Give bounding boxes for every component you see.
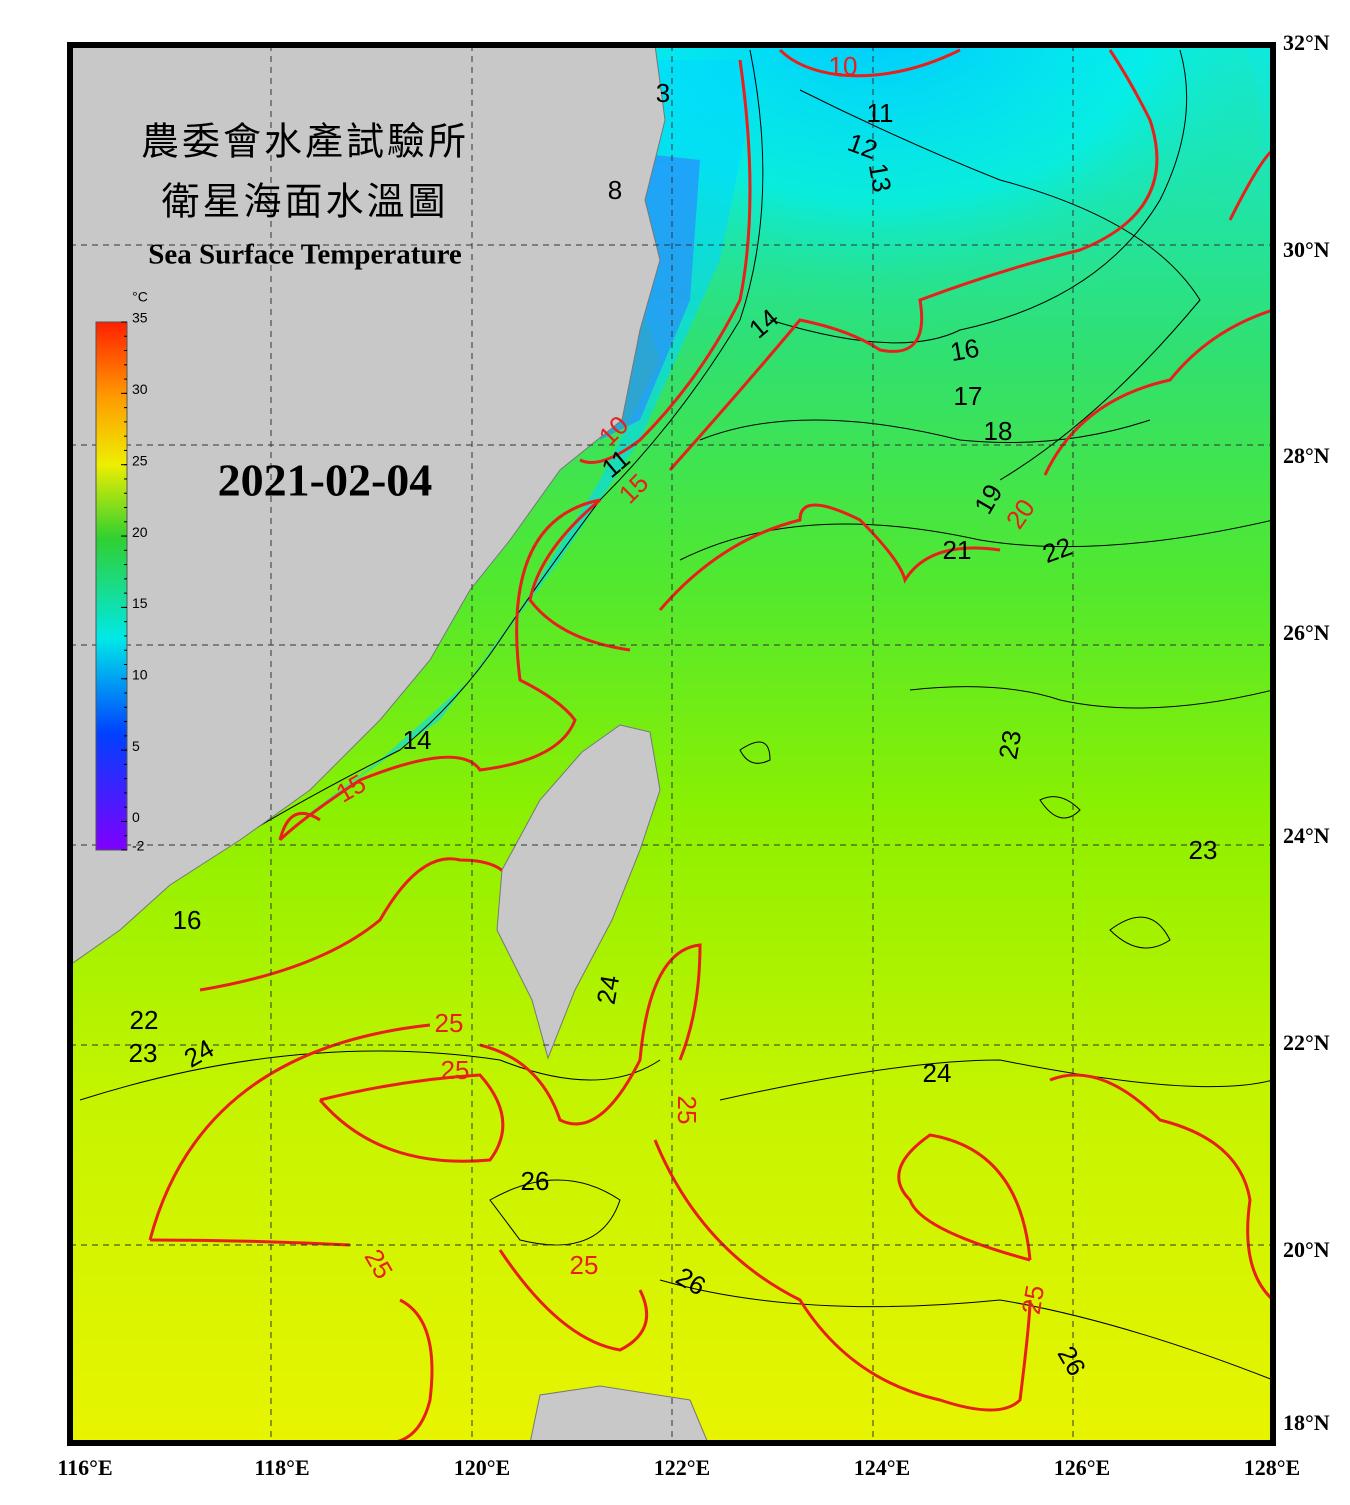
contour-label: 22 <box>130 1005 159 1035</box>
contour-label: 16 <box>948 333 982 368</box>
lat-label: 18°N <box>1283 1410 1330 1435</box>
lon-label: 128°E <box>1244 1455 1300 1480</box>
colorbar-tick-label: 5 <box>132 738 140 754</box>
colorbar-tick-label: 0 <box>132 809 140 825</box>
land-luzon <box>529 1385 709 1443</box>
contour-label: 10 <box>829 51 858 81</box>
contour-label: 13 <box>863 161 898 195</box>
contour-label: 24 <box>591 973 626 1007</box>
lat-label: 26°N <box>1283 620 1330 645</box>
isotherms-red <box>148 48 1273 1443</box>
contour-label: 25 <box>1016 1283 1051 1317</box>
lon-label: 116°E <box>57 1455 112 1480</box>
lat-label: 22°N <box>1283 1030 1330 1055</box>
colorbar-tick-label: 15 <box>132 595 148 611</box>
title-zh-1: 農委會水產試驗所 <box>141 120 469 164</box>
contour-label: 23 <box>129 1038 158 1068</box>
graticule <box>70 45 1273 1443</box>
colorbar-tick-label: 10 <box>132 666 148 682</box>
contour-label: 25 <box>435 1008 464 1038</box>
contour-label: 25 <box>672 1096 702 1125</box>
geo-labels: 116°E 118°E 120°E 122°E 124°E 126°E 128°E 32°N 3… <box>57 30 1329 1480</box>
contour-label: 11 <box>867 98 894 128</box>
lon-label: 118°E <box>254 1455 309 1480</box>
colorbar-tick-label: 20 <box>132 524 148 540</box>
land-taiwan <box>496 724 661 1060</box>
colorbar-tick-label: -2 <box>132 838 145 854</box>
contour-label: 8 <box>608 175 622 205</box>
lon-label: 122°E <box>654 1455 710 1480</box>
contour-label: 16 <box>173 905 202 935</box>
colorbar-unit: °C <box>132 289 148 305</box>
date: 2021-02-04 <box>218 455 433 506</box>
map-frame <box>67 42 1276 1446</box>
contour-label: 25 <box>441 1055 470 1085</box>
lat-label: 20°N <box>1283 1237 1330 1262</box>
lat-label: 24°N <box>1283 823 1330 848</box>
contour-label: 26 <box>521 1166 550 1196</box>
lon-label: 126°E <box>1054 1455 1110 1480</box>
contour-label: 25 <box>570 1250 599 1280</box>
colorbar <box>95 321 128 851</box>
lat-label: 30°N <box>1283 237 1330 262</box>
colorbar-tick-label: 30 <box>132 381 148 397</box>
contour-label: 24 <box>923 1058 952 1088</box>
contour-label: 3 <box>656 78 670 108</box>
contour-label: 21 <box>943 535 972 565</box>
contour-label: 23 <box>1189 835 1218 865</box>
contour-label: 23 <box>993 728 1028 762</box>
land-china <box>70 45 666 966</box>
colorbar-ticks: 35 30 25 20 15 10 5 0 -2 <box>121 310 148 854</box>
title-en: Sea Surface Temperature <box>148 239 462 271</box>
lat-label: 32°N <box>1283 30 1330 55</box>
contour-label: 17 <box>954 381 983 411</box>
colorbar-tick-label: 35 <box>132 310 148 326</box>
colorbar-tick-label: 25 <box>132 452 148 468</box>
lon-label: 120°E <box>454 1455 510 1480</box>
lon-label: 124°E <box>854 1455 910 1480</box>
contour-label: 18 <box>984 416 1013 446</box>
title-zh-2: 衛星海面水溫圖 <box>161 180 448 224</box>
contour-label: 14 <box>403 725 432 755</box>
lat-label: 28°N <box>1283 443 1330 468</box>
